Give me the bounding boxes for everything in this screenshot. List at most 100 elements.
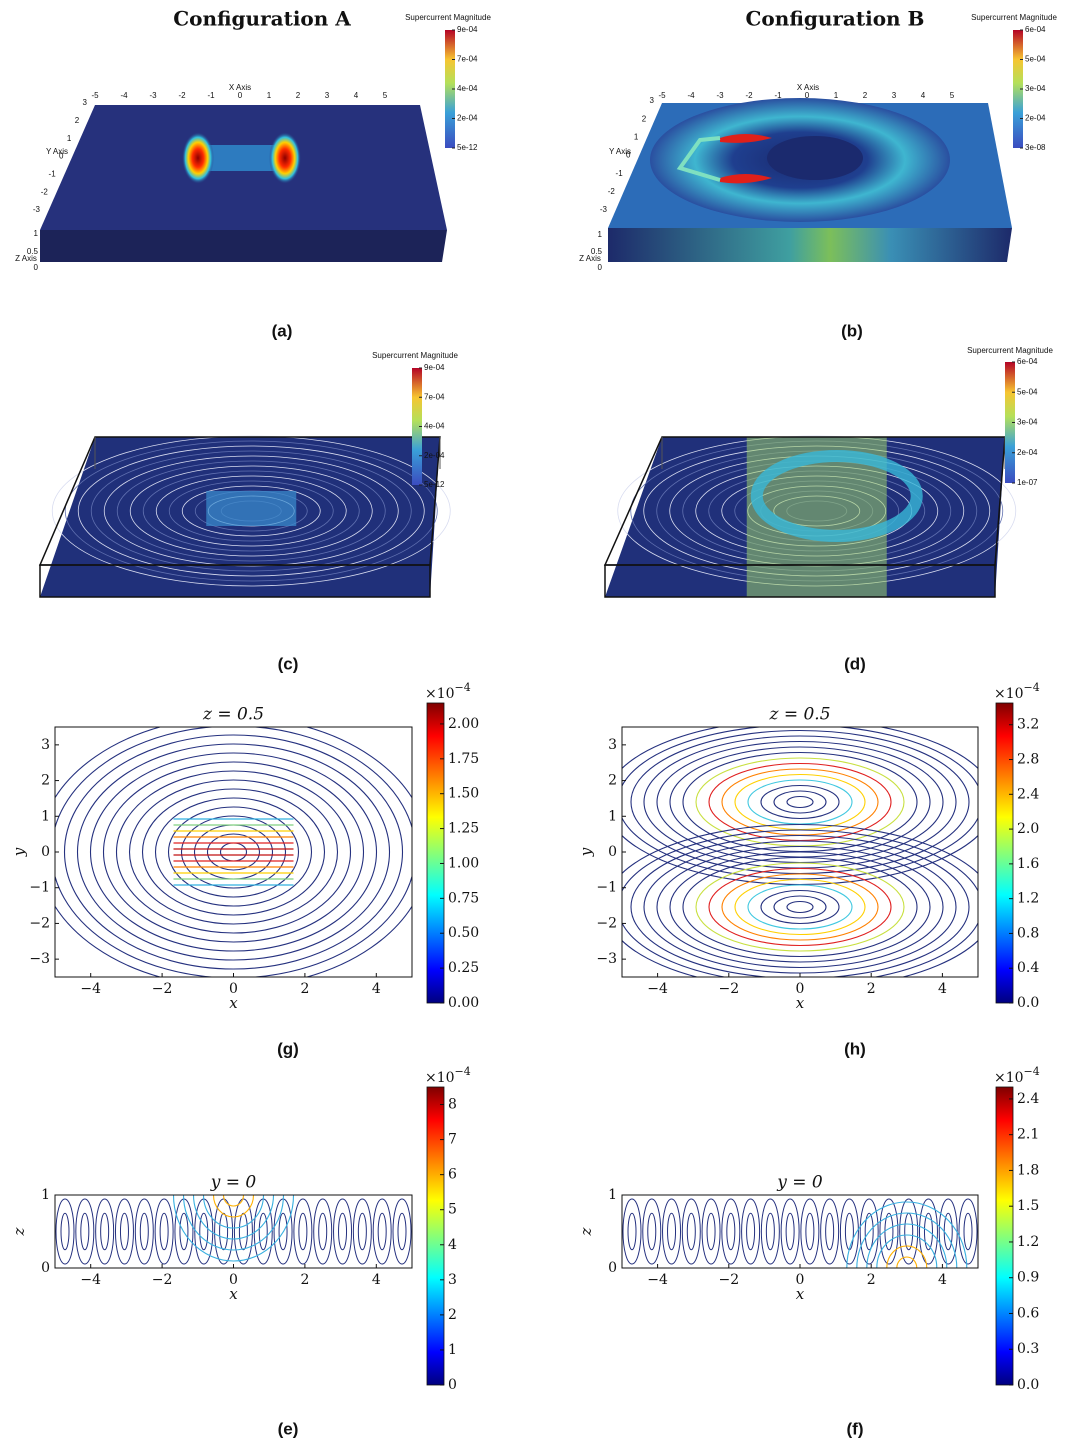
y-tick-label: 3 — [650, 96, 655, 105]
column-header: Configuration A — [173, 7, 351, 31]
streamline — [52, 726, 416, 978]
streamline — [358, 1213, 366, 1250]
colorbar-tick-label: 7e-04 — [457, 55, 478, 64]
y-tick-label: 2 — [608, 773, 617, 789]
x-tick-label: −4 — [647, 1272, 668, 1288]
y-tick-label: -3 — [33, 205, 41, 214]
colorbar-tick-label: 0.0 — [1017, 995, 1039, 1011]
streamline — [786, 1213, 794, 1250]
streamline — [220, 1213, 228, 1250]
streamline — [702, 1199, 720, 1264]
x-tick-label: 2 — [296, 91, 301, 100]
panel-label: (a) — [272, 321, 293, 340]
axis-title: Y Axis — [46, 147, 68, 156]
streamline — [200, 1213, 208, 1250]
colorbar-tick-label: 5e-12 — [457, 143, 478, 152]
streamline — [766, 1213, 774, 1250]
y-tick-label: 0 — [41, 844, 50, 860]
panel-label: (e) — [278, 1419, 299, 1438]
streamline — [648, 1213, 656, 1250]
streamline — [683, 753, 917, 852]
x-tick-label: -4 — [120, 91, 128, 100]
colorbar-tick-label: 8 — [448, 1097, 457, 1113]
streamline — [668, 1213, 676, 1250]
y-tick-label: −2 — [29, 915, 50, 931]
x-tick-label: -2 — [745, 91, 753, 100]
streamline — [61, 1213, 69, 1250]
streamline — [239, 1213, 247, 1250]
colorbar-tick-label: 1.6 — [1017, 856, 1039, 872]
x-tick-label: 4 — [938, 1272, 947, 1288]
z-tick-label: 0 — [598, 263, 603, 272]
panel-label: (c) — [278, 654, 299, 673]
streamline — [905, 1213, 913, 1250]
colorbar-tick-label: 2.0 — [1017, 821, 1039, 837]
y-tick-label: 2 — [75, 116, 80, 125]
streamline — [840, 1199, 858, 1264]
y-tick-label: −1 — [596, 880, 617, 896]
y-tick-label: 2 — [41, 773, 50, 789]
streamline — [722, 1199, 740, 1264]
plot-title: z = 0.5 — [202, 705, 264, 725]
y-tick-label: −2 — [596, 915, 617, 931]
colorbar-tick-label: 3e-04 — [1025, 84, 1046, 93]
colorbar-tick-label: 2e-04 — [457, 114, 478, 123]
streamline — [155, 1199, 173, 1264]
colorbar-title: Supercurrent Magnitude — [405, 13, 491, 22]
streamline — [96, 1199, 114, 1264]
slab-front — [608, 228, 1012, 262]
x-tick-label: 5 — [950, 91, 955, 100]
x-tick-label: −4 — [80, 1272, 101, 1288]
streamline — [964, 1213, 972, 1250]
streamline — [900, 1199, 918, 1264]
y-tick-label: -2 — [608, 187, 616, 196]
streamline — [195, 825, 273, 879]
colorbar — [427, 703, 444, 1003]
streamline — [821, 1199, 839, 1264]
streamline — [687, 1213, 695, 1250]
x-tick-label: 4 — [921, 91, 926, 100]
streamline — [880, 1199, 898, 1264]
streamline — [748, 885, 852, 929]
streamline — [787, 902, 813, 913]
streamline — [657, 742, 943, 863]
streamline — [378, 1213, 386, 1250]
colorbar-tick-label: 2e-04 — [1025, 114, 1046, 123]
z-tick-label: 1 — [598, 230, 603, 239]
colorbar-tick-label: 3e-08 — [1025, 143, 1046, 152]
current-core — [206, 491, 296, 526]
y-tick-label: −3 — [29, 951, 50, 967]
streamline — [801, 1199, 819, 1264]
streamline — [682, 1199, 700, 1264]
streamline — [657, 847, 943, 968]
y-tick-label: -3 — [600, 205, 608, 214]
streamline — [81, 1213, 89, 1250]
stream-field — [605, 720, 995, 990]
streamline — [644, 736, 956, 868]
y-tick-label: 0 — [41, 1260, 50, 1276]
streamline — [393, 1199, 411, 1264]
x-tick-label: −2 — [152, 981, 173, 997]
streamline — [774, 791, 826, 813]
plot-title: y = 0 — [776, 1173, 823, 1193]
streamline — [65, 735, 403, 969]
x-tick-label: 4 — [372, 1272, 381, 1288]
plot-title: z = 0.5 — [768, 705, 830, 725]
y-axis-label: z — [577, 1227, 595, 1236]
streamline — [623, 1199, 641, 1264]
streamline — [742, 1199, 760, 1264]
x-tick-label: 2 — [867, 1272, 876, 1288]
colorbar-tick-label: 2.00 — [448, 716, 479, 732]
x-tick-label: -1 — [774, 91, 782, 100]
streamline — [944, 1213, 952, 1250]
streamline — [334, 1199, 352, 1264]
y-tick-label: 1 — [41, 1187, 50, 1203]
streamline — [156, 798, 312, 906]
x-tick-label: −2 — [718, 1272, 739, 1288]
y-tick-label: -1 — [616, 169, 624, 178]
colorbar-tick-label: 1.75 — [448, 751, 479, 767]
streamline — [605, 825, 995, 990]
colorbar — [996, 1087, 1013, 1385]
y-tick-label: 2 — [642, 114, 647, 123]
streamline — [117, 771, 351, 933]
